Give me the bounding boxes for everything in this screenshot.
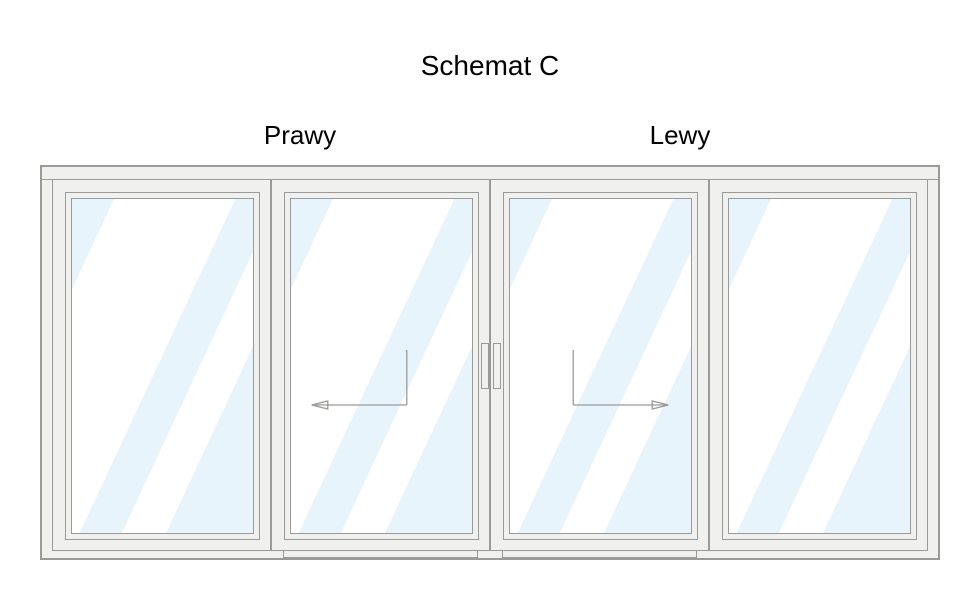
panel-handle [493,343,501,389]
label-prawy: Prawy [220,120,380,151]
diagram-title: Schemat C [0,50,980,82]
panel-glass [728,198,911,534]
window-panel [490,179,709,551]
panel-glass [509,198,692,534]
window-panel [709,179,928,551]
panel-handle [481,343,489,389]
diagram-canvas: Schemat C Prawy Lewy [0,0,980,600]
panel-bottom-track [283,550,478,558]
window-panel [271,179,490,551]
panel-bottom-track [502,550,697,558]
panel-glass [290,198,473,534]
label-lewy: Lewy [600,120,760,151]
window-panel [52,179,271,551]
panel-glass [71,198,254,534]
